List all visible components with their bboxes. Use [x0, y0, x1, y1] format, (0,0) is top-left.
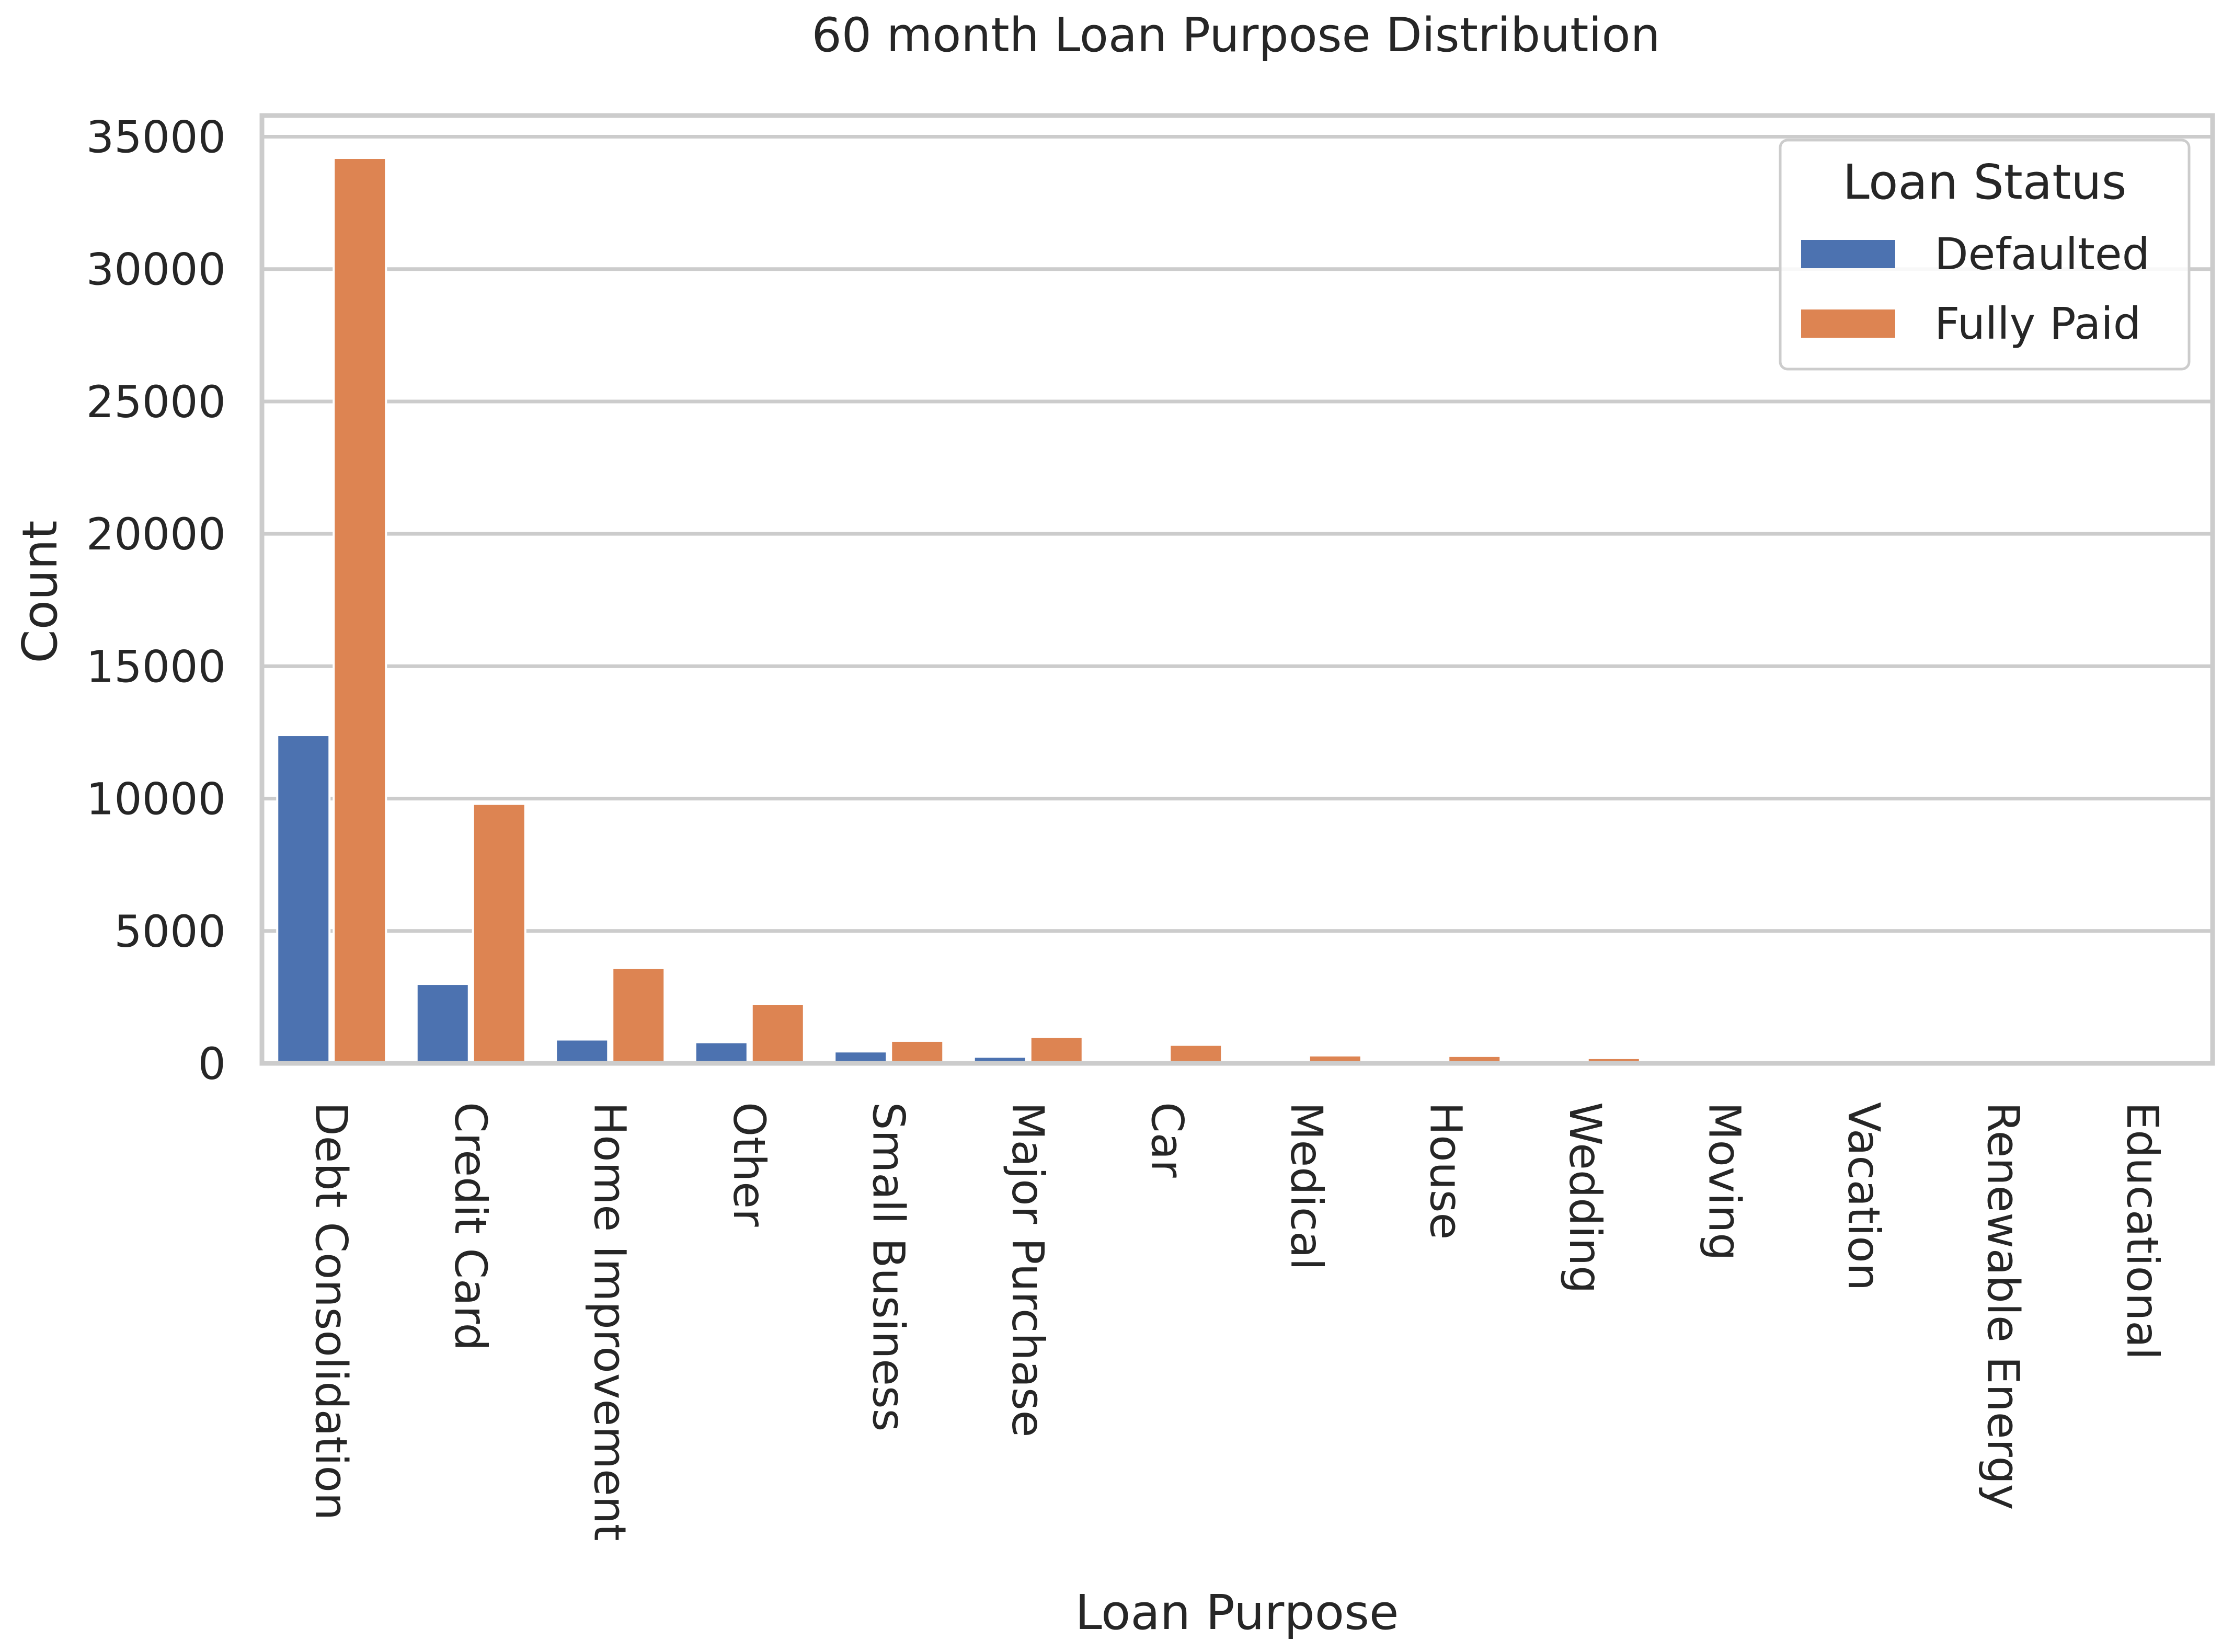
- legend-label-fully-paid: Fully Paid: [1934, 298, 2141, 349]
- x-tick-label: Medical: [1281, 1102, 1332, 1270]
- bars: [276, 157, 2059, 1065]
- y-tick-label: 35000: [86, 112, 226, 163]
- x-tick-labels: Debt Consolidation Credit Card Home Improv…: [305, 1102, 2168, 1541]
- x-axis-label: Loan Purpose: [1075, 1585, 1399, 1640]
- y-tick-label: 10000: [86, 774, 226, 825]
- x-tick-label: Wedding: [1560, 1102, 1611, 1293]
- x-tick-label: Renewable Energy: [1977, 1102, 2029, 1510]
- bar-defaulted: [415, 983, 470, 1064]
- bar-defaulted: [276, 734, 331, 1065]
- x-tick-label: Educational: [2117, 1102, 2168, 1360]
- bar-defaulted: [694, 1041, 749, 1065]
- bar-fully-paid: [1029, 1036, 1084, 1065]
- y-tick-label: 0: [198, 1038, 226, 1089]
- legend: Loan Status Defaulted Fully Paid: [1779, 139, 2191, 371]
- legend-swatch-fully-paid: [1801, 309, 1895, 338]
- legend-title: Loan Status: [1842, 154, 2126, 210]
- y-tick-label: 30000: [86, 244, 226, 295]
- y-tick-label: 5000: [114, 906, 226, 957]
- y-tick-labels: 0 5000 10000 15000 20000 25000 30000 35000: [86, 112, 226, 1089]
- bar-fully-paid: [890, 1039, 945, 1064]
- x-tick-label: Moving: [1699, 1102, 1750, 1260]
- legend-label-defaulted: Defaulted: [1934, 228, 2150, 280]
- x-tick-label: Home Improvement: [584, 1102, 635, 1541]
- y-tick-label: 20000: [86, 509, 226, 560]
- y-tick-label: 25000: [86, 376, 226, 428]
- x-tick-label: Credit Card: [445, 1102, 496, 1351]
- x-tick-label: Other: [724, 1102, 775, 1227]
- legend-swatch-defaulted: [1801, 240, 1895, 268]
- bar-fully-paid: [472, 802, 526, 1064]
- grid-lines: [262, 135, 2213, 1065]
- bar-fully-paid: [611, 967, 666, 1064]
- bar-fully-paid: [1169, 1043, 1223, 1065]
- bar-fully-paid: [750, 1003, 805, 1064]
- chart-title: 60 month Loan Purpose Distribution: [811, 8, 1660, 63]
- x-tick-label: House: [1420, 1102, 1471, 1240]
- x-tick-label: Debt Consolidation: [305, 1102, 357, 1520]
- bar-defaulted: [555, 1038, 610, 1064]
- bar-fully-paid: [333, 157, 387, 1064]
- x-tick-label: Car: [1141, 1102, 1193, 1178]
- x-tick-label: Major Purchase: [1002, 1102, 1053, 1437]
- x-tick-label: Vacation: [1838, 1102, 1889, 1291]
- y-tick-label: 15000: [86, 641, 226, 692]
- y-axis-label: Count: [12, 520, 68, 663]
- x-tick-label: Small Business: [863, 1102, 914, 1431]
- plot-frame: [259, 113, 2215, 1066]
